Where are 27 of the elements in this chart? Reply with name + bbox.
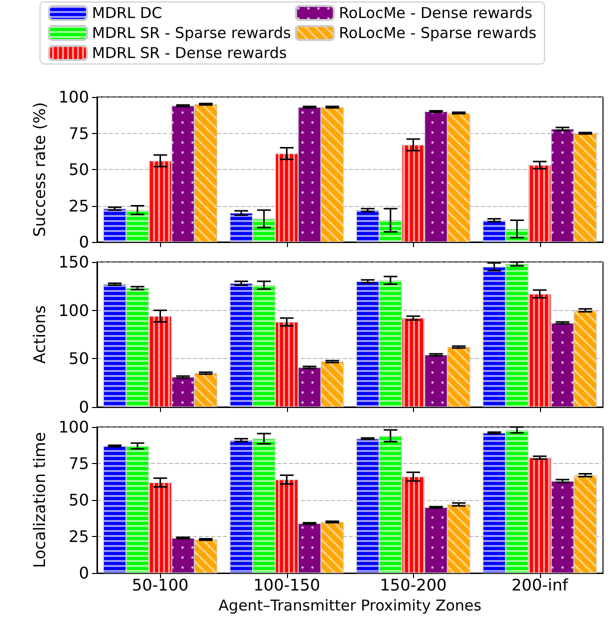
x-tick-label: 50-100 (132, 576, 189, 595)
y-tick-label: 25 (68, 527, 89, 546)
legend-label: MDRL DC (92, 4, 162, 22)
y-axis-title: Success rate (%) (30, 102, 50, 237)
y-tick-label: 100 (58, 88, 89, 106)
y-tick-label: 75 (68, 454, 89, 474)
y-tick-label: 50 (68, 160, 89, 179)
y-tick-label: 50 (68, 490, 89, 510)
y-axis-title: Actions (30, 305, 50, 364)
y-tick-label: 150 (58, 252, 89, 272)
y-tick-label: 100 (58, 418, 89, 436)
y-tick-label: 25 (68, 196, 89, 216)
y-axis-title: Localization time (30, 432, 50, 568)
y-tick-label: 100 (58, 300, 89, 320)
legend-label: MDRL SR - Sparse rewards (92, 24, 292, 42)
x-tick-label: 200-inf (511, 576, 568, 595)
y-tick-label: 0 (78, 564, 89, 583)
legend-label: RoLocMe - Dense rewards (338, 4, 533, 22)
y-tick-label: 0 (78, 398, 89, 416)
y-tick-label: 75 (68, 124, 89, 143)
legend-label: MDRL SR - Dense rewards (92, 44, 287, 62)
x-tick-label: 150-200 (380, 576, 447, 595)
x-axis-title: Agent–Transmitter Proximity Zones (218, 596, 482, 614)
legend-label: RoLocMe - Sparse rewards (338, 24, 537, 42)
y-tick-label: 50 (68, 349, 89, 368)
y-tick-label: 0 (78, 232, 89, 252)
x-tick-label: 100-150 (253, 576, 320, 595)
